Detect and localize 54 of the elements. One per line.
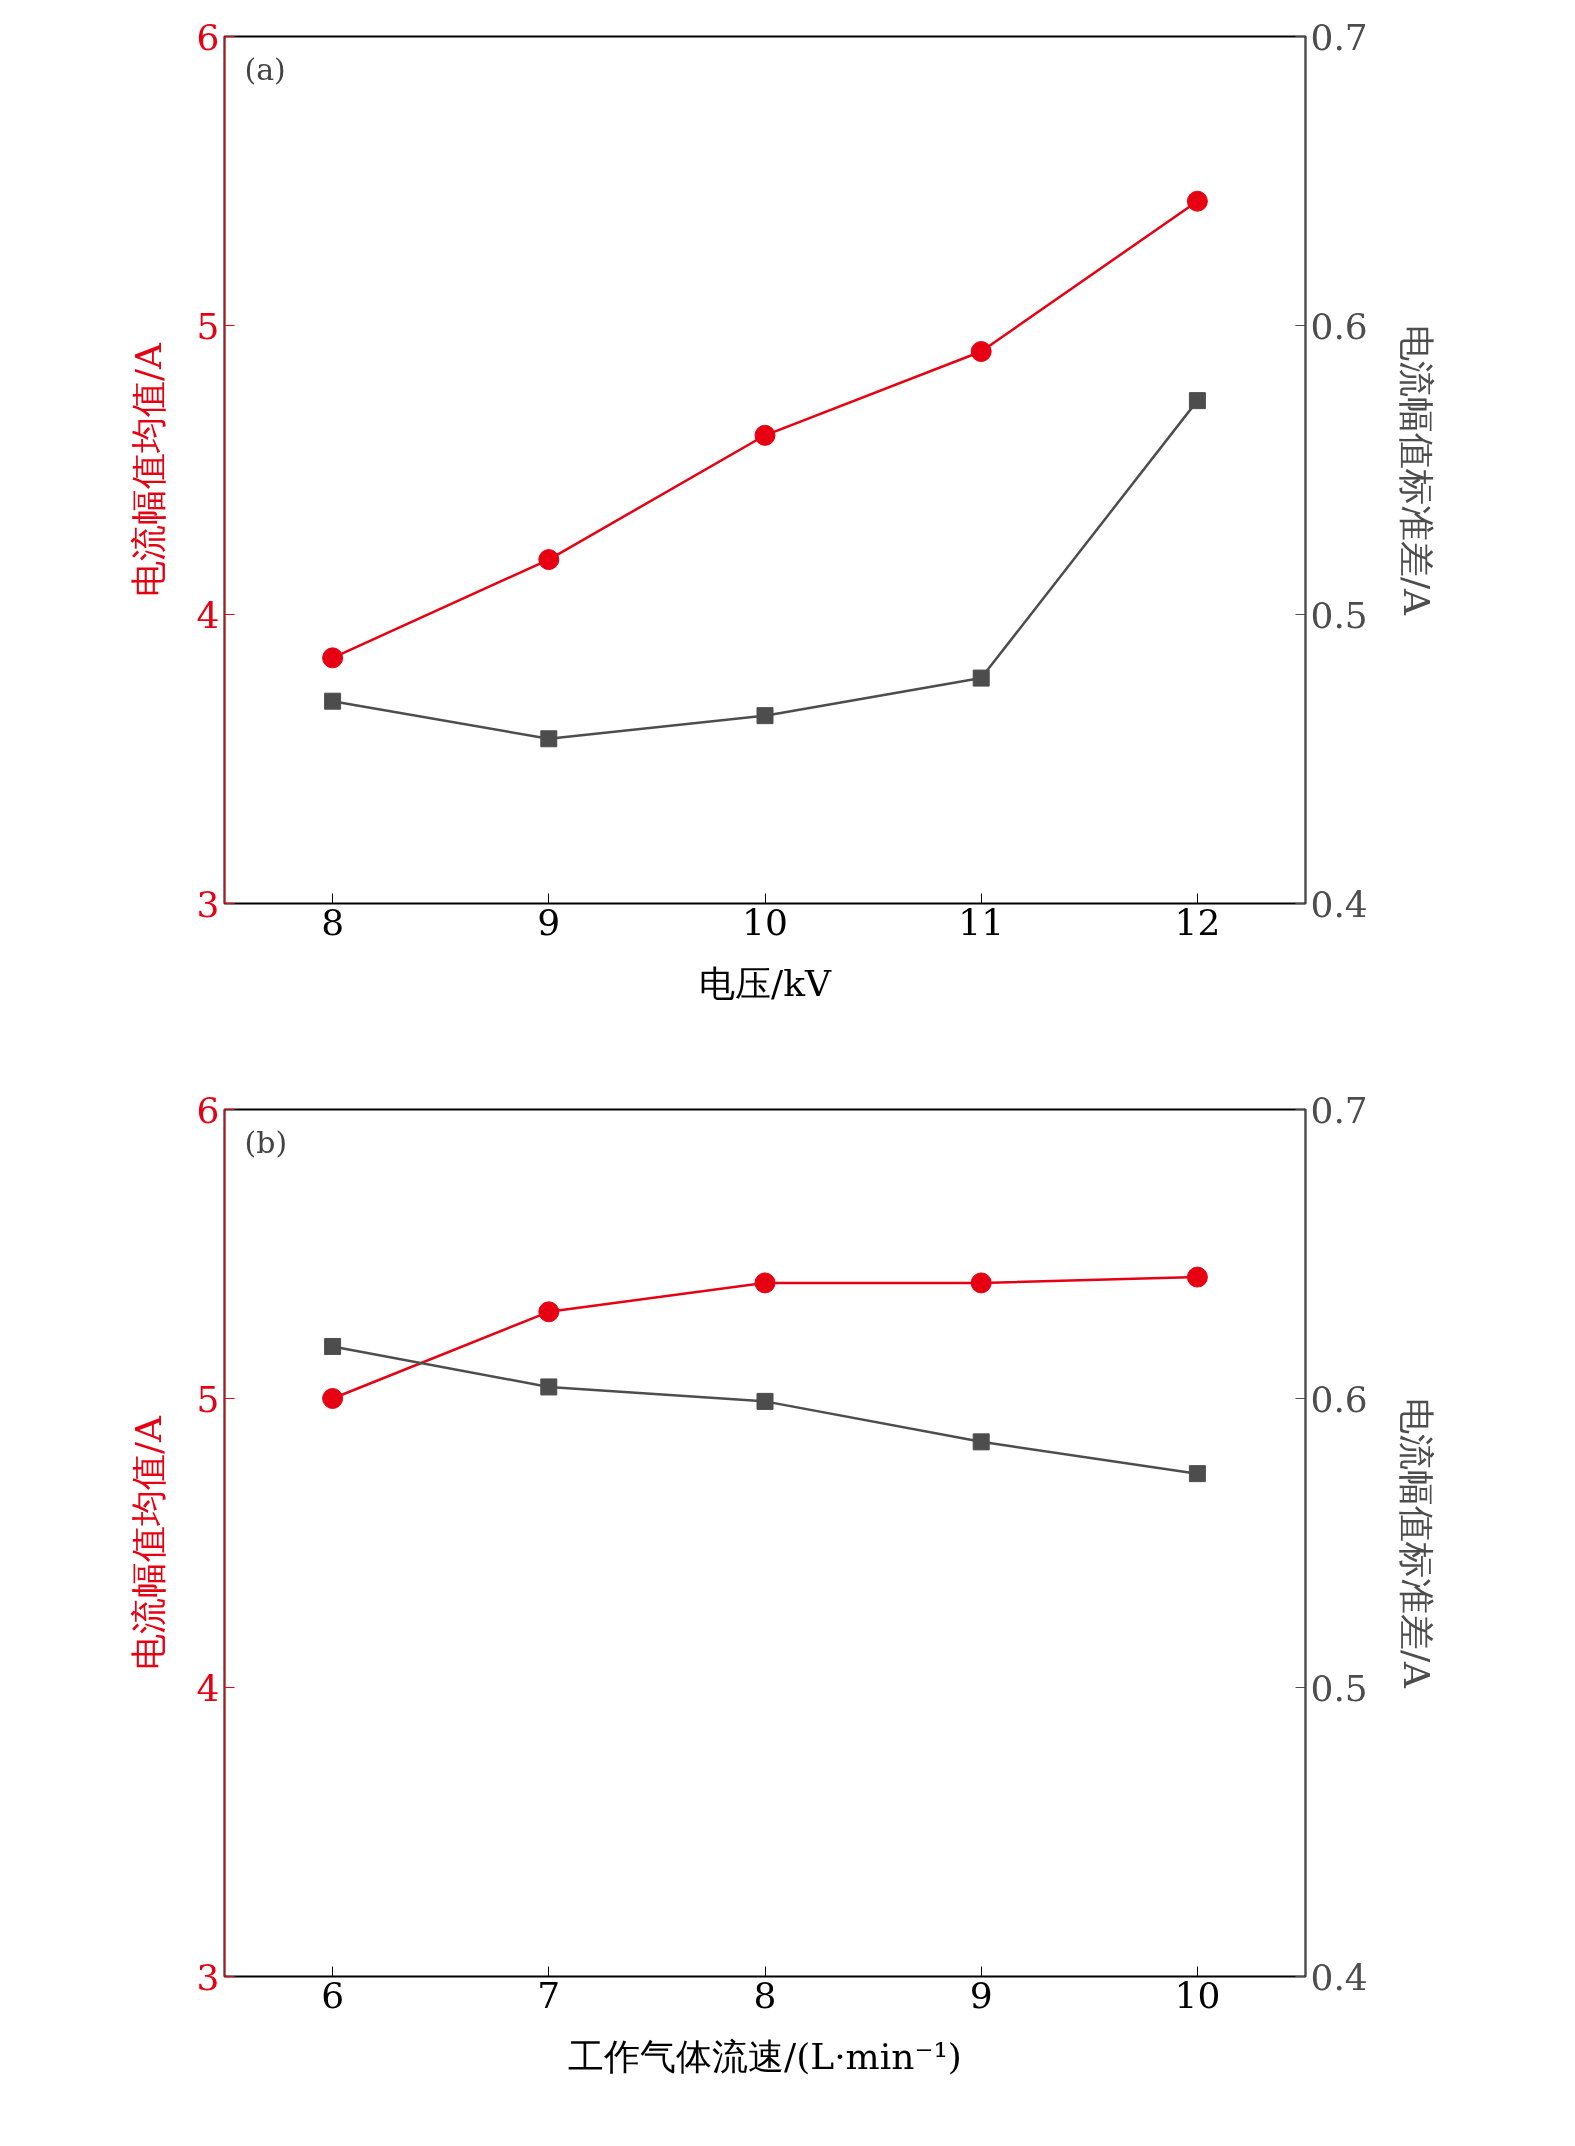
- y-tick-label: 6: [196, 16, 220, 58]
- y-tick-label: 3: [196, 1956, 220, 1998]
- x-tick-label: 9: [537, 901, 561, 943]
- point: [1188, 392, 1206, 410]
- point: [322, 1388, 344, 1409]
- y-tick-label: 5: [196, 305, 220, 347]
- y2-tick-label: 0.5: [1310, 1667, 1368, 1709]
- point: [1186, 190, 1208, 212]
- y2-tick-label: 0.4: [1310, 883, 1368, 925]
- point: [754, 1272, 776, 1294]
- point: [970, 341, 992, 362]
- x-tick-label: 12: [1174, 901, 1221, 943]
- y2-tick-label: 0.5: [1310, 594, 1368, 636]
- y-axis-title: 电流幅值均值/A: [127, 341, 169, 598]
- x-tick-label: 8: [321, 901, 345, 943]
- point: [972, 1433, 990, 1451]
- x-tick-label: 6: [321, 1974, 345, 2016]
- point: [972, 669, 990, 687]
- y2-tick-label: 0.6: [1310, 1378, 1368, 1420]
- y-tick-label: 4: [196, 594, 220, 636]
- y2-tick-label: 0.6: [1310, 305, 1368, 347]
- point: [324, 1337, 342, 1355]
- y-tick-label: 6: [196, 1089, 220, 1131]
- x-tick-label: 8: [753, 1974, 777, 2016]
- point: [756, 707, 774, 725]
- y2-axis-title: 电流幅值标准差/A: [1395, 324, 1437, 617]
- y-tick-label: 3: [196, 883, 220, 925]
- x-tick-label: 10: [742, 901, 788, 943]
- point: [756, 1392, 774, 1410]
- point: [322, 647, 344, 669]
- point: [540, 1378, 558, 1396]
- x-axis-title: 电压/kV: [699, 962, 832, 1004]
- y2-tick-label: 0.7: [1310, 16, 1368, 58]
- y-tick-label: 4: [196, 1667, 220, 1709]
- x-tick-label: 10: [1174, 1974, 1221, 2016]
- y2-tick-label: 0.7: [1310, 1089, 1368, 1131]
- point: [1186, 1266, 1208, 1288]
- point: [324, 692, 342, 710]
- point: [1188, 1465, 1206, 1483]
- y2-tick-label: 0.4: [1310, 1956, 1368, 1998]
- x-tick-label: 9: [969, 1974, 993, 2016]
- x-tick-label: 7: [537, 1974, 561, 2016]
- x-tick-label: 11: [958, 901, 1005, 943]
- point: [538, 549, 560, 571]
- annotation: (b): [244, 1124, 288, 1160]
- x-axis-title: 工作气体流速/(L·min⁻¹): [568, 2035, 962, 2077]
- y2-axis-title: 电流幅值标准差/A: [1395, 1397, 1437, 1690]
- y-axis-title: 电流幅值均值/A: [127, 1414, 169, 1671]
- point: [970, 1272, 992, 1294]
- point: [540, 730, 558, 748]
- point: [538, 1301, 560, 1323]
- annotation: (a): [244, 51, 286, 87]
- point: [754, 424, 776, 446]
- y-tick-label: 5: [196, 1378, 220, 1420]
